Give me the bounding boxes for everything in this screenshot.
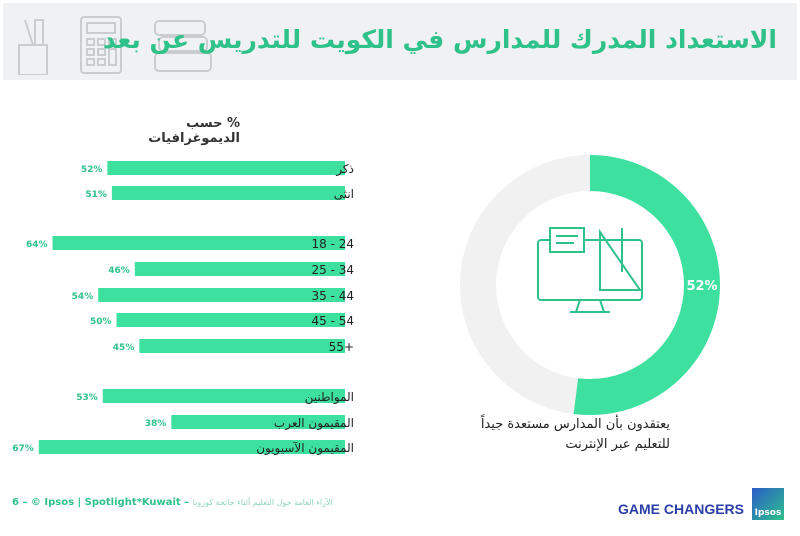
school-supplies-icon — [18, 16, 212, 75]
ipsos-logo: Ipsos — [752, 488, 784, 520]
bar-chart-title: % حسب الديموغرافيات — [148, 116, 240, 146]
category-label: المقيمون العرب — [274, 416, 354, 431]
category-label: 35 - 44 — [312, 289, 355, 303]
bar-value-label: 52% — [81, 165, 103, 175]
bar — [171, 415, 345, 429]
bar-value-label: 54% — [72, 292, 94, 302]
footer-text: 6 – © Ipsos | Spotlight*Kuwait – الآراء … — [12, 497, 333, 508]
bar — [52, 236, 346, 250]
category-label: المقيمون الآسيويون — [256, 441, 354, 456]
bar — [102, 389, 345, 403]
bar-value-label: 64% — [26, 240, 48, 250]
footer-arabic: الآراء العامة حول التعليم أثناء جائحة كو… — [192, 498, 333, 507]
bar-value-label: 46% — [108, 266, 130, 276]
bar — [107, 161, 345, 175]
footer-copyright: 6 – © Ipsos | Spotlight*Kuwait – — [12, 497, 190, 508]
category-label: المواطنين — [305, 390, 354, 405]
caption-line-2: للتعليم عبر الإنترنت — [565, 437, 670, 452]
bar-value-label: 67% — [12, 444, 34, 454]
bar — [116, 313, 345, 327]
bar-value-label: 51% — [85, 190, 107, 200]
header-banner: الاستعداد المدرك للمدارس في الكويت للتدر… — [3, 3, 797, 80]
bar-value-label: 53% — [76, 393, 98, 403]
bar — [111, 186, 346, 200]
bar — [139, 339, 345, 353]
category-label: 18 - 24 — [312, 237, 355, 251]
category-label: ذكر — [335, 162, 354, 177]
bar-value-label: 50% — [90, 317, 112, 327]
donut-caption: يعتقدون بأن المدارس مستعدة جيداً للتعليم… — [470, 415, 670, 455]
category-label: 25 - 34 — [312, 263, 355, 277]
caption-line-1: يعتقدون بأن المدارس مستعدة جيداً — [480, 417, 670, 432]
category-label: 45 - 54 — [312, 314, 355, 328]
bar — [98, 288, 345, 302]
category-label: 55+ — [329, 340, 354, 354]
brand-slogan: GAME CHANGERS — [618, 501, 745, 517]
page-title: الاستعداد المدرك للمدارس في الكويت للتدر… — [102, 25, 777, 54]
bar-value-label: 38% — [145, 419, 167, 429]
bar-value-label: 45% — [113, 343, 135, 353]
bar — [38, 440, 346, 454]
category-label: انثى — [334, 187, 354, 201]
bar — [134, 262, 345, 276]
